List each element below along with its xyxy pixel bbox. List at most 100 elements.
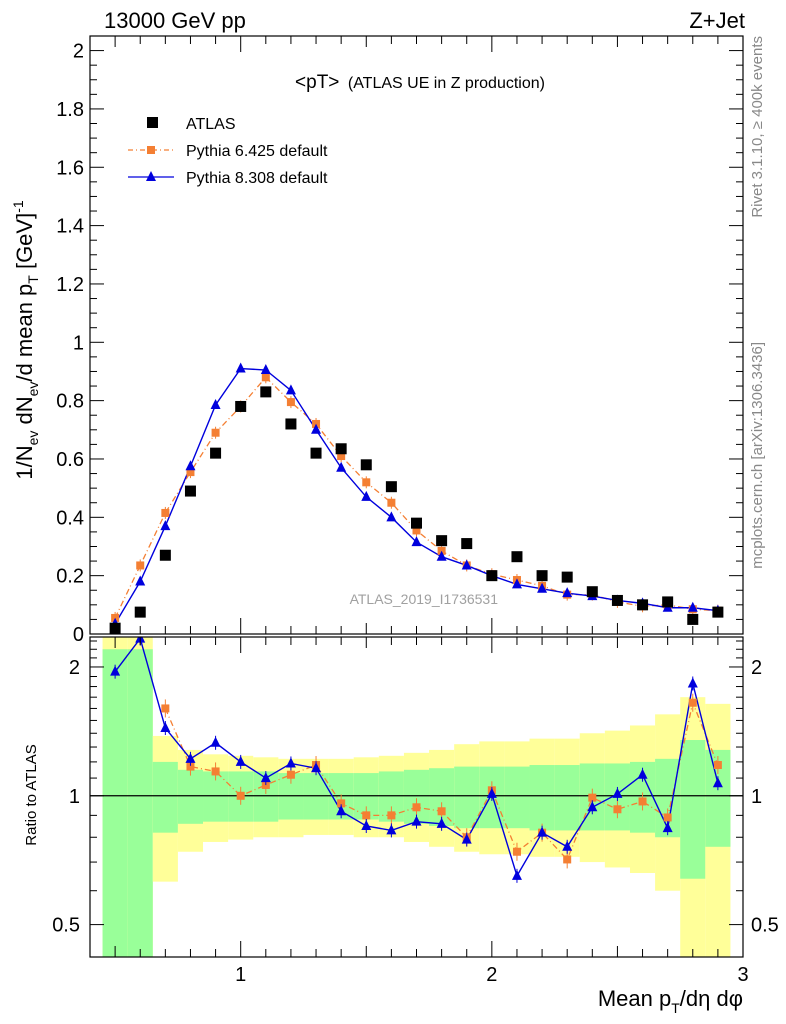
- y-tick-label: 1: [73, 332, 84, 354]
- ratio-pythia8-point: [411, 815, 422, 826]
- pythia8-point: [311, 423, 322, 434]
- y-tick-label: 0.8: [56, 391, 84, 413]
- ratio-pythia8-point: [662, 822, 673, 833]
- x-tick-label: 1: [235, 964, 246, 986]
- series-pythia8-line: [114, 367, 718, 625]
- ratio-pythia8-point: [235, 755, 246, 766]
- ratio-band-green: [454, 766, 480, 829]
- x-label-base: Mean p: [598, 986, 671, 1011]
- header-process: Z+Jet: [689, 8, 745, 33]
- pythia6-point: [362, 478, 371, 487]
- atlas-point: [586, 586, 598, 598]
- y-label-a: 1/N: [12, 445, 37, 479]
- ratio-band-green: [127, 649, 153, 957]
- atlas-point: [687, 613, 699, 625]
- pythia8-point: [461, 559, 472, 570]
- pythia6-point: [161, 508, 170, 517]
- y-label-b: dN: [12, 396, 37, 430]
- series-pythia6-line: [114, 376, 718, 619]
- pythia6-point: [186, 468, 195, 477]
- ratio-band-green: [529, 765, 555, 831]
- ratio-pythia8-point: [587, 801, 598, 812]
- ratio-pythia8-point: [311, 762, 322, 773]
- ratio-pythia8-point: [612, 787, 623, 798]
- ratio-pythia8-point: [486, 787, 497, 798]
- header-energy: 13000 GeV pp: [104, 8, 246, 33]
- legend-marker-atlas: [147, 117, 158, 128]
- pythia8-point: [361, 490, 372, 501]
- pythia6-point: [412, 526, 421, 535]
- ratio-bands: [102, 637, 731, 957]
- ratio-series-group: [110, 637, 723, 883]
- atlas-point: [360, 459, 372, 471]
- y-tick-label: 0.6: [56, 449, 84, 471]
- atlas-point: [611, 594, 623, 606]
- legend-label-atlas: ATLAS: [186, 116, 236, 133]
- y-tick-label: 0: [73, 624, 84, 646]
- legend-marker-pythia6: [147, 146, 155, 154]
- ratio-pythia8-point: [637, 768, 648, 779]
- ratio-tick-label: 2: [69, 657, 80, 679]
- y-label-c: /d mean p: [12, 284, 37, 382]
- mcplots-label: mcplots.cern.ch [arXiv:1306.3436]: [749, 342, 766, 569]
- legend-label-pythia8: Pythia 8.308 default: [186, 170, 328, 187]
- ratio-band-green: [504, 766, 530, 829]
- pythia8-point: [210, 399, 221, 410]
- ratio-band-green: [102, 649, 128, 957]
- pythia6-point: [387, 498, 396, 507]
- atlas-point: [310, 447, 322, 459]
- data-series: [109, 362, 724, 883]
- legend-marker-pythia8: [146, 171, 156, 181]
- ratio-pythia8-point: [210, 736, 221, 747]
- ratio-pythia6-point: [337, 799, 346, 808]
- ratio-pythia8-point: [260, 772, 271, 783]
- ratio-pythia6-point: [563, 855, 572, 864]
- pythia8-point: [562, 587, 573, 598]
- y-tick-label: 1.8: [56, 99, 84, 121]
- atlas-point: [436, 535, 448, 547]
- ratio-pythia6-point: [186, 762, 195, 771]
- ratio-tick-label-right: 2: [751, 657, 762, 679]
- y-tick-label: 0.4: [56, 507, 84, 529]
- ratio-pythia8-point: [110, 665, 121, 676]
- ratio-pythia8-point: [185, 752, 196, 763]
- legend-label-pythia6: Pythia 6.425 default: [186, 143, 328, 160]
- atlas-point: [712, 606, 724, 618]
- pythia8-point: [436, 550, 447, 561]
- ratio-pythia6-point: [437, 807, 446, 816]
- plot-title-main: <pT>: [295, 72, 339, 93]
- pythia6-point: [286, 398, 295, 407]
- y-label-c-sub: T: [25, 275, 41, 284]
- pythia8-point: [411, 536, 422, 547]
- pythia8-point: [185, 460, 196, 471]
- atlas-point: [159, 549, 171, 561]
- atlas-point: [637, 599, 649, 611]
- ratio-pythia8-point: [562, 840, 573, 851]
- x-label-sub: T: [671, 1000, 680, 1016]
- ratio-pythia8-point: [386, 824, 397, 835]
- ratio-pythia8-point: [511, 869, 522, 880]
- ratio-band-green: [680, 740, 706, 879]
- ratio-pythia8-point: [712, 777, 723, 788]
- y-axis-label: 1/Nev dNev/d mean pT [GeV]-1: [10, 200, 41, 480]
- atlas-point: [536, 570, 548, 582]
- ratio-tick-label-right: 0.5: [751, 915, 779, 937]
- pythia6-point: [261, 373, 270, 382]
- y-tick-label: 1.6: [56, 157, 84, 179]
- ratio-pythia6-point: [387, 811, 396, 820]
- atlas-point: [385, 481, 397, 493]
- atlas-point: [561, 571, 573, 583]
- atlas-point: [511, 551, 523, 563]
- y-label-b-sub: ev: [25, 382, 41, 397]
- ratio-pythia8-point: [461, 833, 472, 844]
- ratio-pythia6-point: [588, 793, 597, 802]
- pythia8-point: [537, 582, 548, 593]
- pythia6-point: [337, 452, 346, 461]
- atlas-point: [662, 596, 674, 608]
- ratio-pythia8-point: [436, 817, 447, 828]
- y-tick-label: 1.2: [56, 274, 84, 296]
- ratio-pythia6-point: [161, 704, 170, 713]
- atlas-point: [411, 517, 422, 529]
- atlas-point: [335, 443, 347, 455]
